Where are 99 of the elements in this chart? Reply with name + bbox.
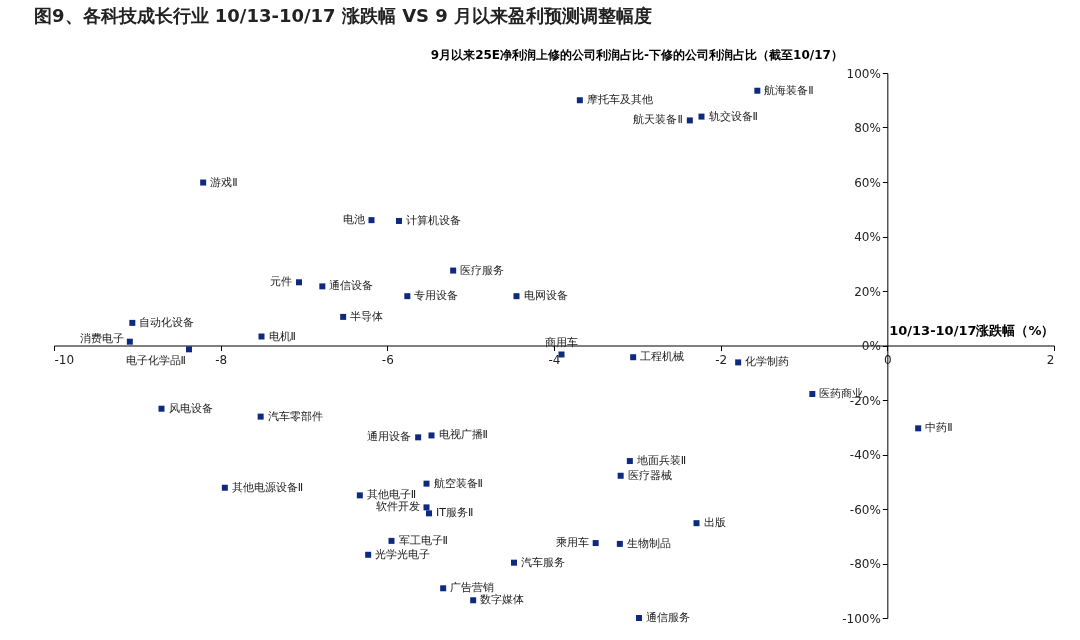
x-tick-label: 2	[1046, 353, 1055, 367]
point	[221, 484, 228, 491]
point	[616, 540, 623, 547]
point	[809, 391, 816, 398]
annotation: 风电设备	[168, 401, 213, 415]
point	[511, 559, 517, 566]
annotation: 电池	[342, 213, 365, 227]
point	[450, 267, 457, 274]
point	[396, 217, 402, 224]
point	[129, 319, 136, 326]
annotation: IT服务Ⅱ	[436, 506, 474, 520]
point	[319, 283, 326, 290]
annotation: 光学光电子	[375, 547, 431, 561]
annotation: 电子化学品Ⅱ	[125, 354, 186, 368]
annotation: 中药Ⅱ	[925, 421, 953, 435]
x-tick-label: -10	[54, 353, 75, 367]
y-tick-label: 60%	[854, 175, 881, 190]
y-tick-label: -40%	[849, 448, 881, 462]
annotation: 化学制药	[745, 355, 790, 369]
annotation: 工程机械	[640, 350, 685, 364]
annotation: 数字媒体	[480, 593, 525, 607]
annotation: 通用设备	[367, 430, 412, 444]
annotation: 地面兵装Ⅱ	[635, 454, 687, 468]
annotation: 乘用车	[555, 536, 589, 550]
point	[126, 338, 133, 345]
annotation: 出版	[703, 516, 726, 530]
annotation: 其他电源设备Ⅱ	[231, 480, 304, 494]
point	[915, 425, 922, 432]
chart-title: 图9、各科技成长行业 10/13-10/17 涨跌幅 VS 9 月以来盈利预测调整幅度	[34, 5, 653, 26]
annotation: 电网设备	[523, 289, 568, 303]
y-tick-label: 40%	[854, 230, 881, 244]
y-tick-label: -100%	[842, 611, 881, 626]
y-tick-label: 100%	[846, 66, 881, 81]
annotation: 自动化设备	[139, 315, 195, 329]
y-tick-label: -80%	[849, 557, 881, 571]
point	[356, 492, 363, 499]
annotation: 游戏Ⅱ	[210, 175, 238, 189]
annotation: 汽车服务	[521, 555, 565, 569]
annotation: 航天装备Ⅱ	[633, 113, 683, 127]
point	[686, 117, 693, 124]
point	[513, 293, 520, 300]
annotation: 专用设备	[414, 289, 459, 303]
point	[428, 432, 435, 439]
point	[365, 551, 372, 558]
point	[158, 405, 165, 412]
point	[423, 480, 430, 487]
annotation: 轨交设备Ⅱ	[708, 109, 758, 123]
point	[592, 540, 599, 547]
y-axis-title: 9月以来25E净利润上修的公司利润占比-下修的公司利润占比（截至10/17）	[430, 47, 843, 62]
annotation: 汽车零部件	[267, 409, 323, 423]
point	[617, 472, 624, 479]
x-tick-label: -4	[548, 353, 561, 367]
annotation: 医疗器械	[627, 468, 672, 482]
y-tick-label: 20%	[854, 284, 881, 299]
annotation: 电机Ⅱ	[268, 329, 296, 343]
point	[200, 179, 207, 186]
annotation: 航空装备Ⅱ	[433, 476, 483, 490]
x-tick-label: -6	[381, 353, 394, 367]
point	[368, 217, 375, 224]
annotation: 消费电子	[79, 331, 124, 345]
point	[257, 413, 264, 420]
point	[626, 458, 633, 465]
x-axis-title: 10/13-10/17涨跌幅（%）	[889, 323, 1055, 338]
annotation: 计算机设备	[406, 213, 461, 227]
annotation: 航海装备Ⅱ	[764, 83, 814, 97]
annotation: 摩托车及其他	[586, 93, 653, 107]
point	[440, 585, 447, 592]
annotation: 生物制品	[626, 536, 671, 550]
point	[415, 434, 422, 441]
point	[576, 97, 583, 104]
annotation: 医疗服务	[460, 263, 505, 277]
point	[404, 293, 411, 300]
y-tick-label: -60%	[849, 502, 881, 517]
point	[258, 333, 265, 340]
annotation: 其他电子Ⅱ	[366, 488, 417, 502]
point	[426, 510, 432, 517]
point	[636, 615, 642, 621]
point	[630, 354, 637, 361]
point	[423, 504, 430, 511]
annotation: 电视广播Ⅱ	[438, 428, 488, 442]
point	[296, 279, 302, 286]
point	[735, 359, 742, 366]
annotation: 软件开发	[375, 500, 420, 514]
x-tick-label: -8	[215, 353, 228, 367]
point	[698, 113, 705, 120]
x-tick-label: -2	[715, 353, 728, 367]
annotation: 通信服务	[646, 611, 690, 624]
annotation: 广告营销	[450, 581, 495, 595]
annotation: 通信设备	[329, 279, 374, 293]
annotation: 半导体	[350, 309, 384, 323]
annotation: 元件	[270, 275, 292, 289]
point	[754, 87, 761, 94]
point	[388, 537, 395, 544]
point	[340, 313, 347, 320]
point	[693, 520, 700, 527]
point	[186, 346, 192, 353]
annotation: 军工电子Ⅱ	[398, 533, 448, 547]
y-tick-label: 80%	[854, 121, 881, 135]
point	[470, 597, 477, 604]
